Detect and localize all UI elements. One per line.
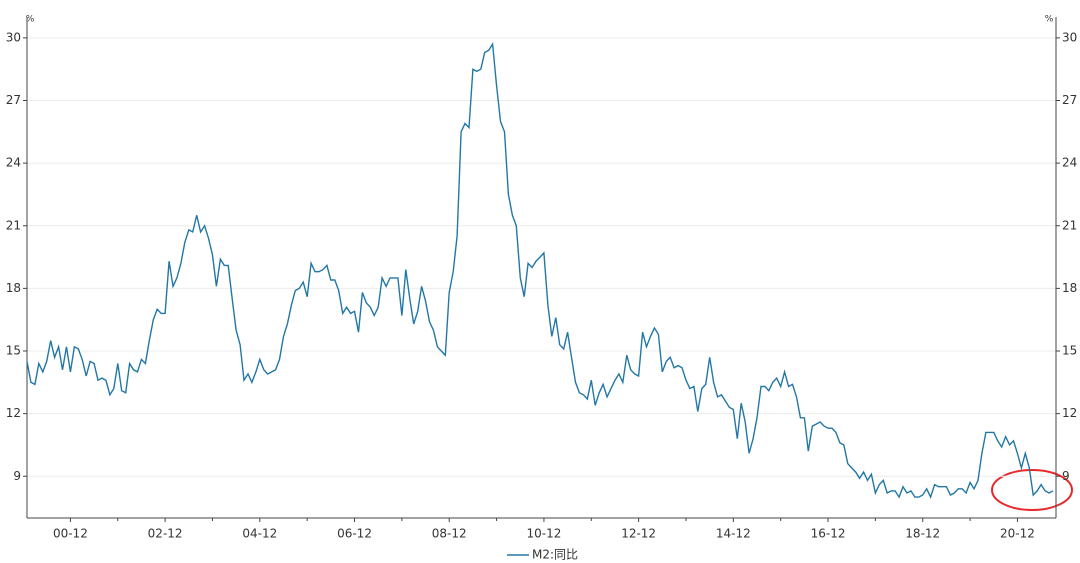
y2-tick-label: 21 (1062, 218, 1077, 232)
y2-tick-label: 9 (1062, 469, 1070, 483)
y-unit-label: % (26, 15, 35, 25)
y-tick-label: 30 (6, 30, 21, 44)
x-tick-label: 00-12 (53, 527, 88, 541)
y2-tick-label: 30 (1062, 30, 1077, 44)
highlight-ellipse (991, 469, 1073, 511)
x-tick-label: 02-12 (148, 527, 183, 541)
line-series (26, 41, 1054, 500)
y-tick-label: 18 (6, 281, 21, 295)
x-tick-label: 16-12 (811, 527, 846, 541)
x-tick-label: 08-12 (432, 527, 467, 541)
x-tick-label: 12-12 (621, 527, 656, 541)
y-tick-label: 24 (6, 156, 21, 170)
y2-tick-label: 24 (1062, 156, 1077, 170)
y-tick-label: 12 (6, 406, 21, 420)
x-tick-label: 10-12 (526, 527, 561, 541)
y2-tick-label: 27 (1062, 93, 1077, 107)
y-tick-label: 15 (6, 344, 21, 358)
legend-label: M2:同比 (532, 548, 578, 562)
y2-tick-label: 12 (1062, 406, 1077, 420)
y-tick-label: 21 (6, 218, 21, 232)
y2-tick-label: 15 (1062, 344, 1077, 358)
x-tick-label: 18-12 (905, 527, 940, 541)
y-tick-label: 27 (6, 93, 21, 107)
y2-unit-label: % (1045, 15, 1054, 25)
y2-tick-label: 18 (1062, 281, 1077, 295)
x-tick-label: 14-12 (716, 527, 751, 541)
x-tick-label: 04-12 (242, 527, 277, 541)
x-tick-label: 20-12 (1000, 527, 1035, 541)
y-tick-label: 9 (13, 469, 21, 483)
x-tick-label: 06-12 (337, 527, 372, 541)
